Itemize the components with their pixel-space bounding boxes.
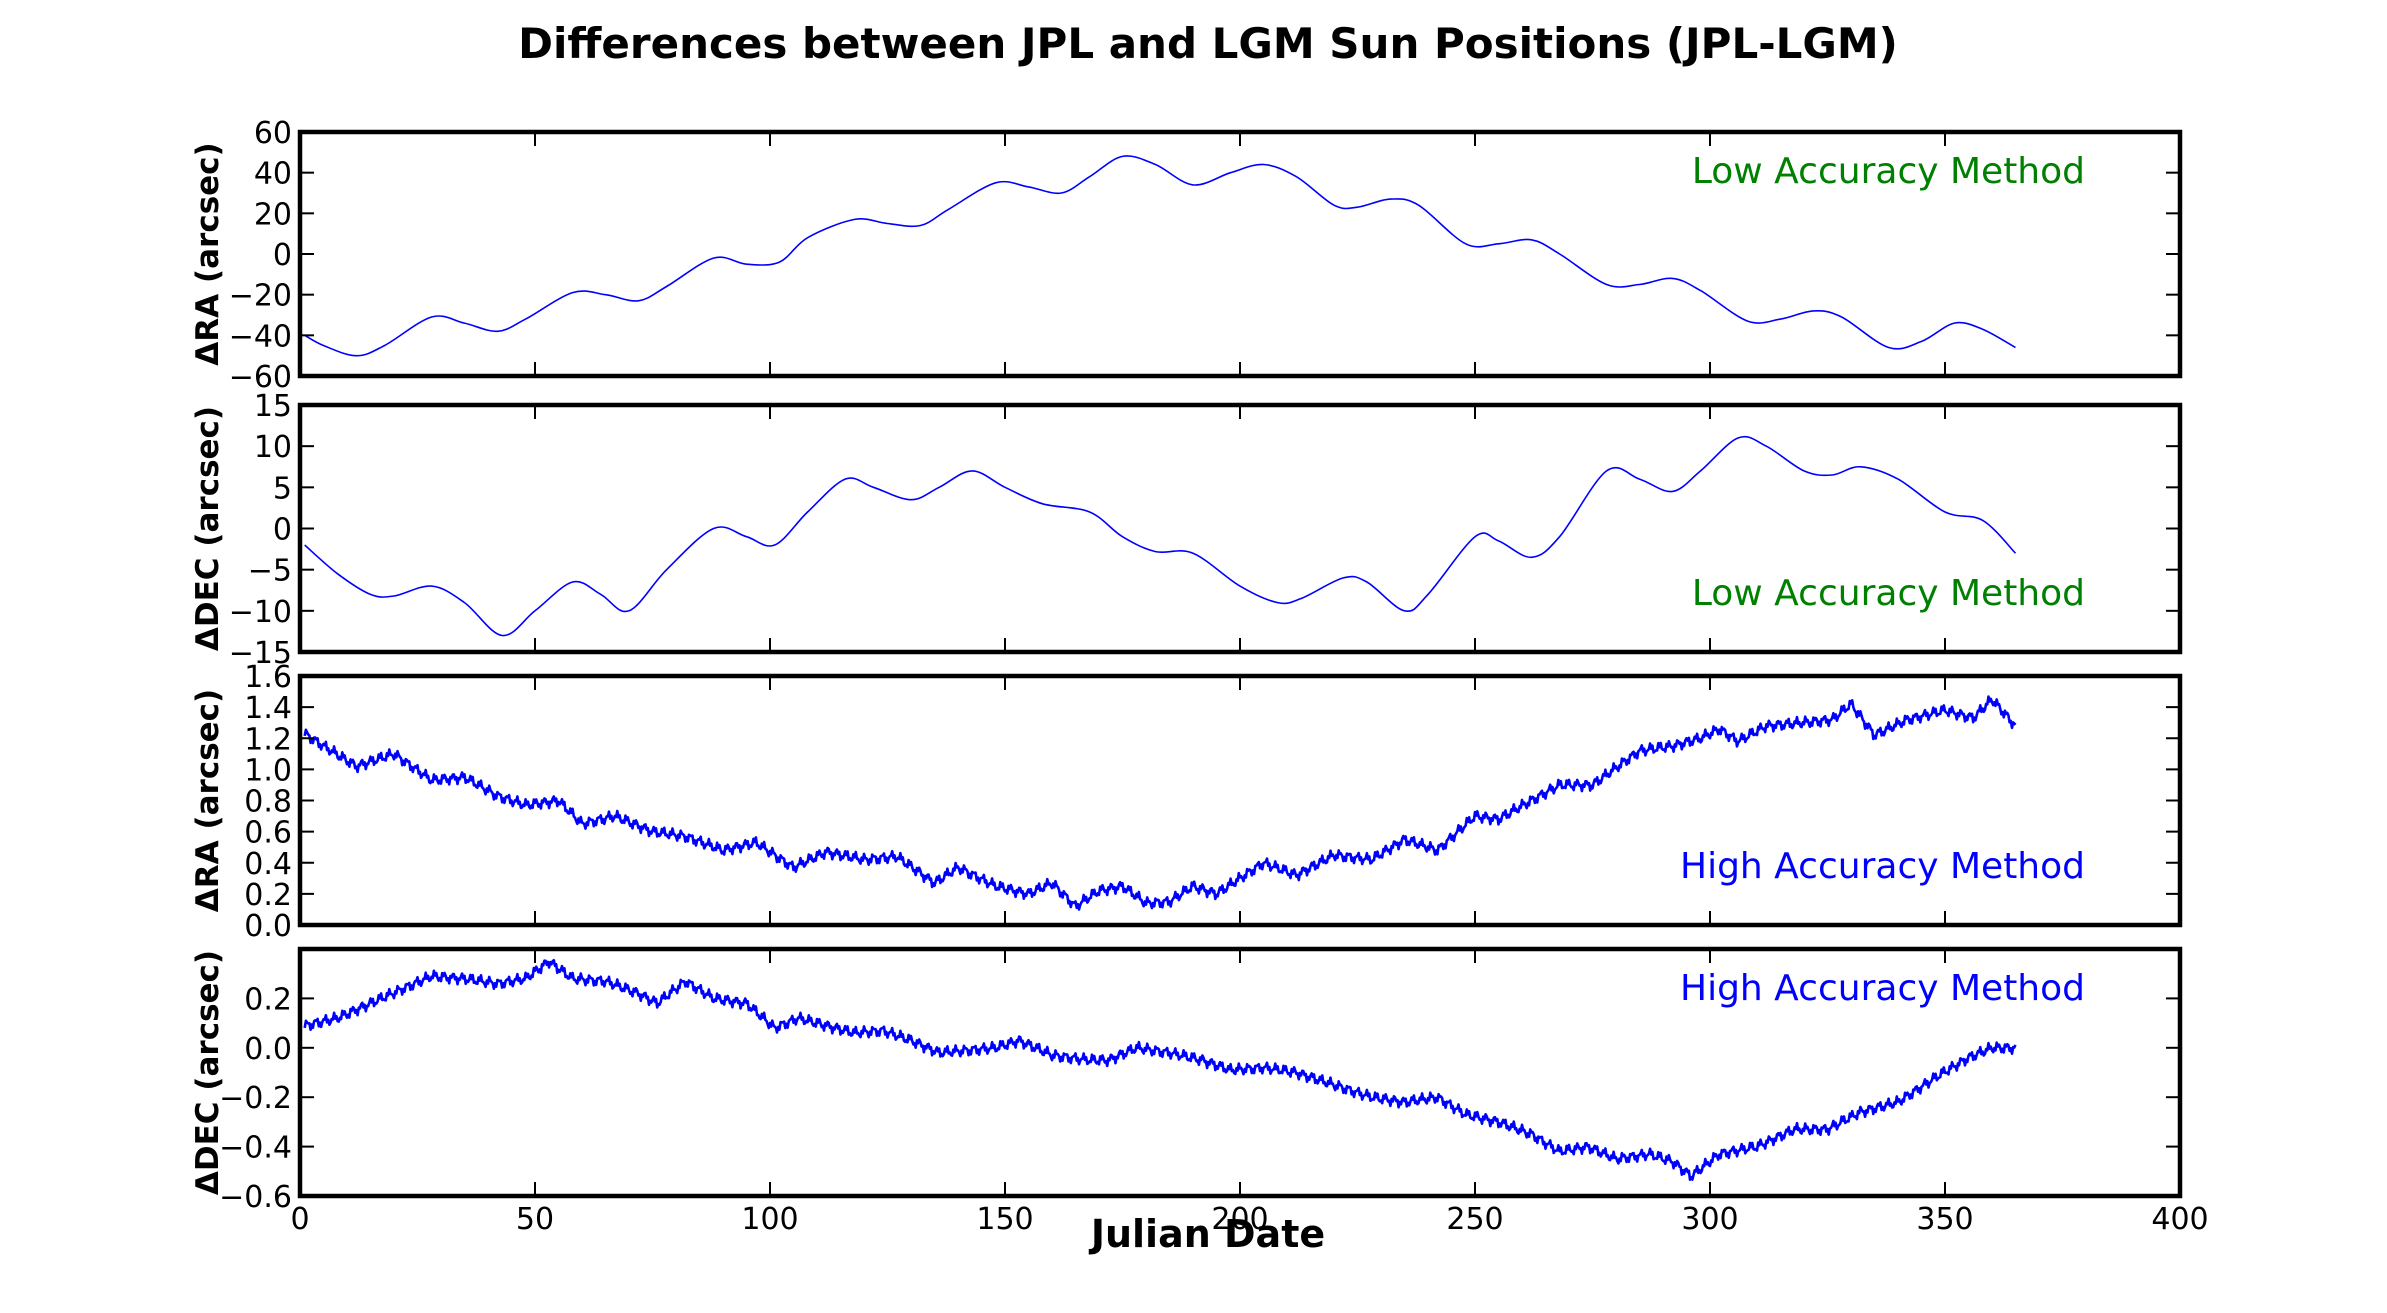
x-axis-ticks: 0 50 100 150 200 250 300 350 400 [290,1202,2208,1237]
y-tick-label: 0.2 [244,982,292,1017]
y-tick-label: 1.4 [244,691,292,726]
y-tick-label: 1.2 [244,722,292,757]
y-tick-label: −5 [248,554,292,589]
y-tick-label: 0 [273,513,292,548]
y-tick-label: 5 [273,471,292,506]
x-tick-label: 400 [2151,1202,2208,1237]
y-tick-label: 40 [254,157,292,192]
y-axis-label: ΔRA (arcsec) [190,689,226,912]
method-annotation: Low Accuracy Method [1692,573,2085,614]
x-tick-label: 100 [741,1202,798,1237]
y-tick-label: 15 [254,389,292,424]
y-tick-label: −15 [229,636,292,671]
x-tick-label: 150 [976,1202,1033,1237]
x-axis-label: Julian Date [1088,1212,1325,1256]
y-tick-label: 0.4 [244,847,292,882]
y-axis-label: ΔRA (arcsec) [190,142,226,365]
y-tick-label: 0.2 [244,878,292,913]
y-tick-label: 0.6 [244,816,292,851]
y-tick-label: −40 [229,319,292,354]
y-tick-label: −0.2 [219,1081,292,1116]
data-series-line [304,155,2016,357]
subplot-3: 1.61.41.21.00.80.60.40.20.0 ΔRA (arcsec) H… [190,660,2183,944]
method-annotation: High Accuracy Method [1680,846,2085,887]
x-tick-label: 300 [1681,1202,1738,1237]
y-tick-label: −0.6 [219,1180,292,1215]
y-axis-label: ΔDEC (arcsec) [190,950,226,1195]
y-axis-label: ΔDEC (arcsec) [190,406,226,651]
y-tick-label: 20 [254,197,292,232]
x-tick-label: 350 [1916,1202,1973,1237]
y-tick-label: 1.6 [244,660,292,695]
y-tick-label: 0 [273,238,292,273]
y-tick-label: 0.0 [244,909,292,944]
method-annotation: High Accuracy Method [1680,968,2085,1009]
data-series-line [303,695,2017,911]
y-tick-label: 60 [254,116,292,151]
data-series-line [304,435,2017,637]
method-annotation: Low Accuracy Method [1692,151,2085,192]
y-tick-label: 0.0 [244,1032,292,1067]
y-tick-label: 1.0 [244,753,292,788]
y-tick-label: 0.8 [244,785,292,820]
x-tick-label: 50 [516,1202,554,1237]
y-tick-label: −10 [229,595,292,630]
y-tick-label: 10 [254,430,292,465]
data-series-line [303,958,2017,1181]
x-tick-label: 250 [1446,1202,1503,1237]
chart-title: Differences between JPL and LGM Sun Posi… [518,19,1898,68]
y-tick-label: −20 [229,279,292,314]
y-tick-label: −60 [229,360,292,395]
y-tick-label: −0.4 [219,1131,292,1166]
x-tick-label: 0 [290,1202,309,1237]
x-tick-label: 200 [1211,1202,1268,1237]
